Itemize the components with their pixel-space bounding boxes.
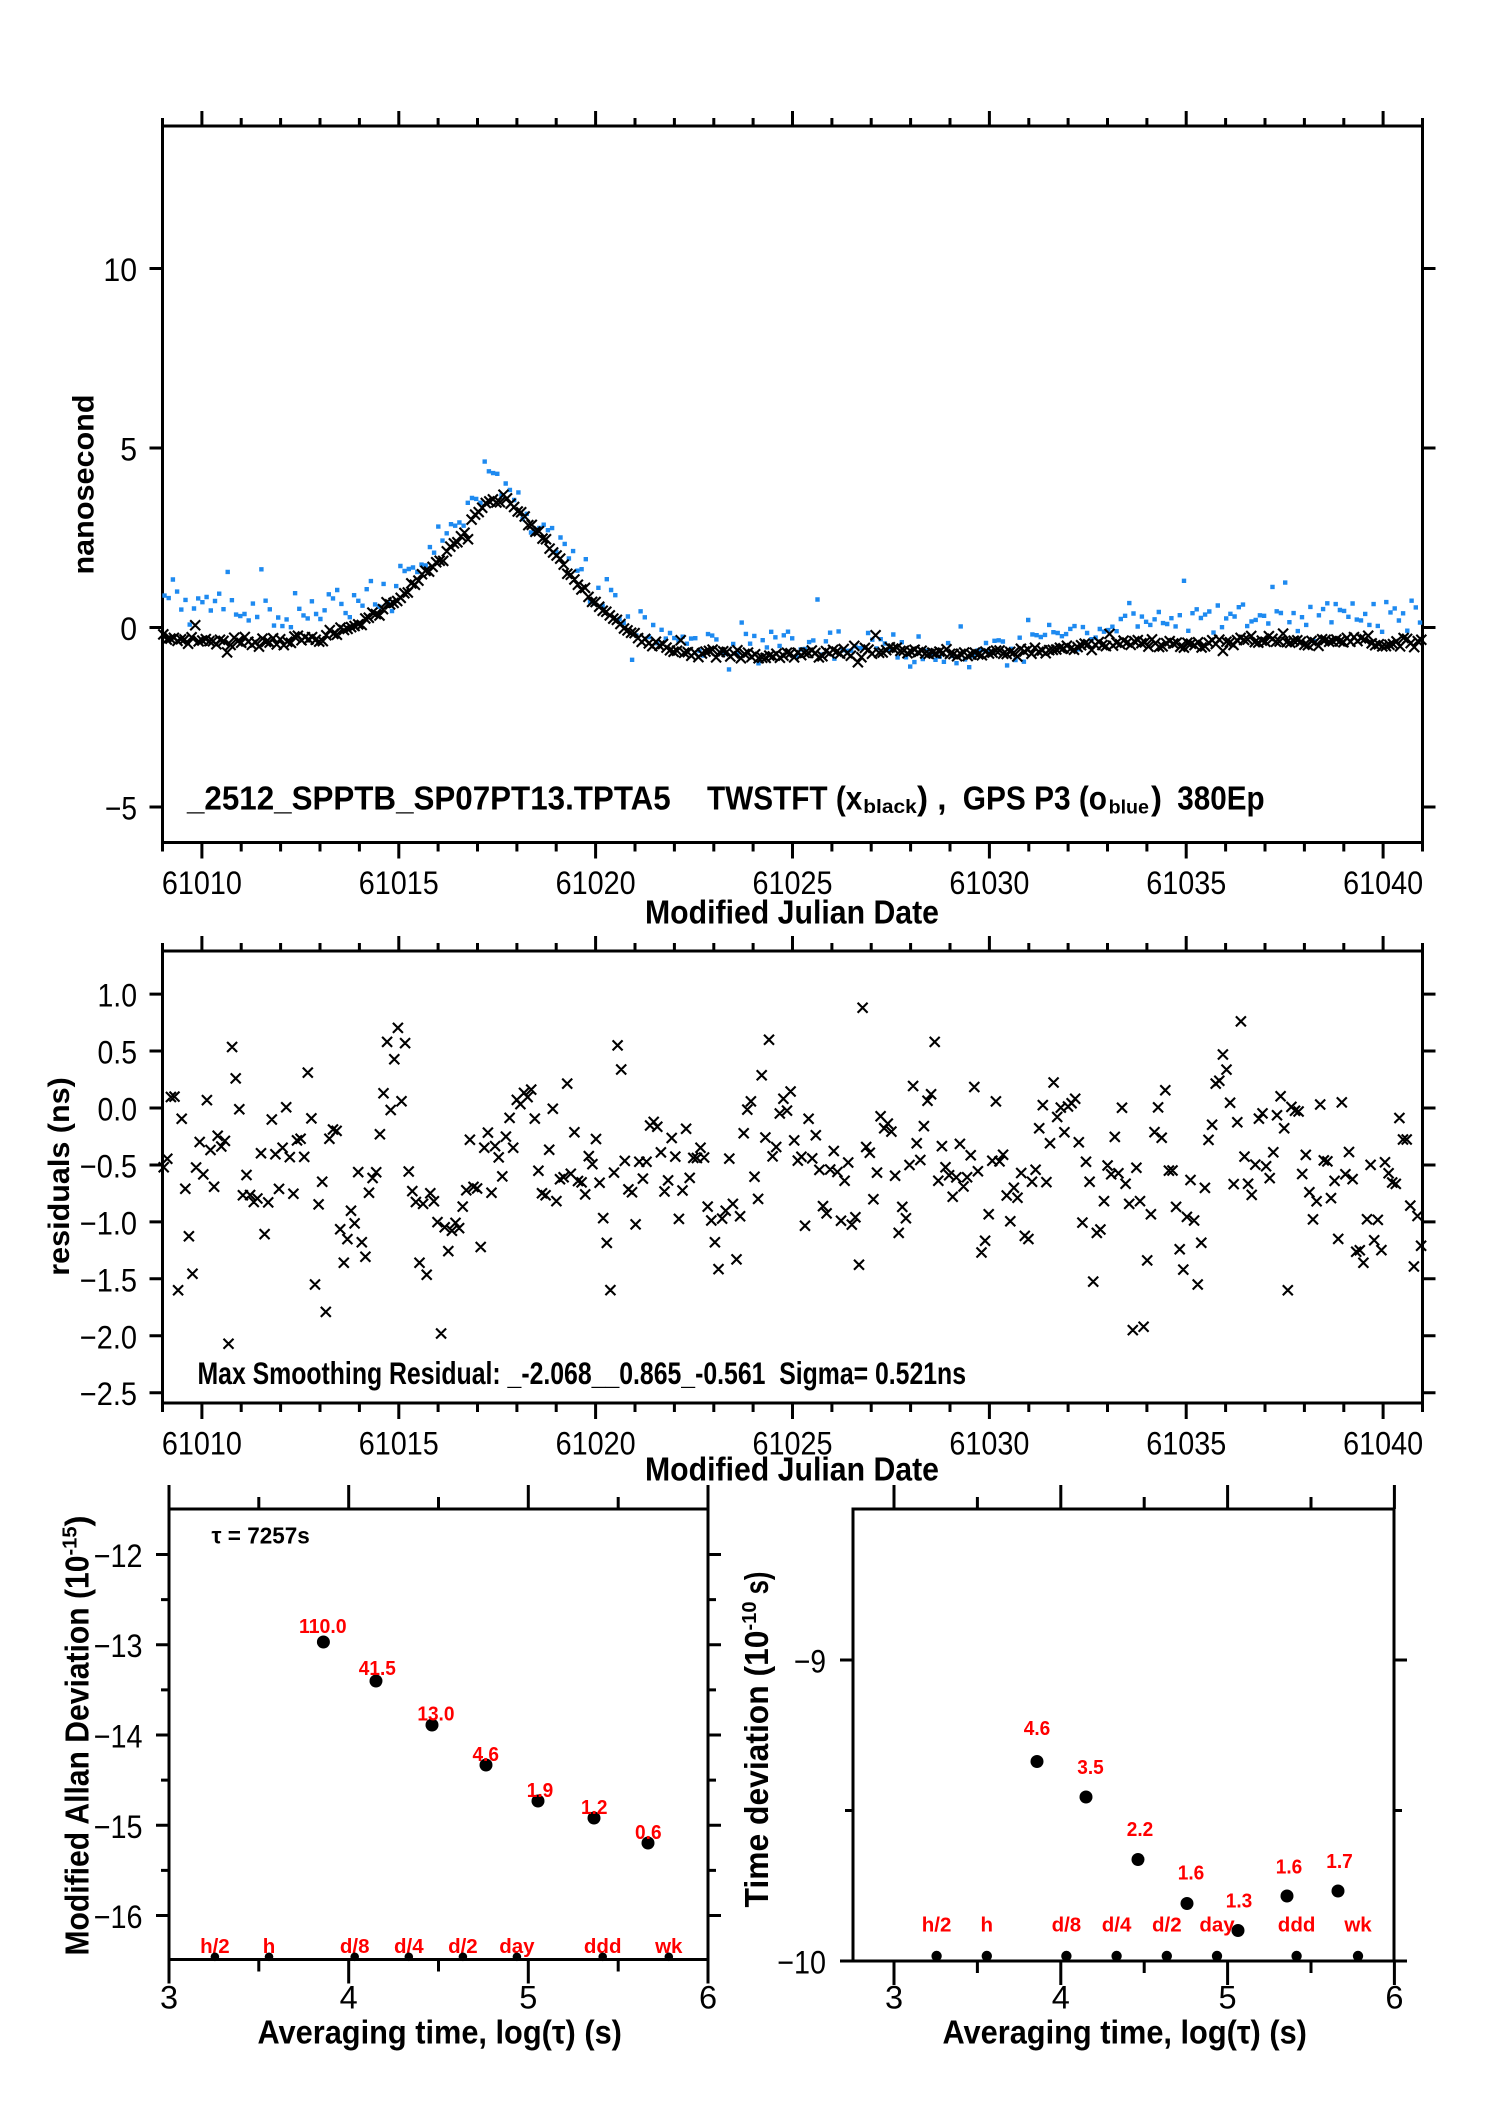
svg-text:Averaging time, log(τ) (s): Averaging time, log(τ) (s) bbox=[943, 2014, 1307, 2051]
svg-text:nanosecond: nanosecond bbox=[68, 395, 101, 575]
svg-text:61025: 61025 bbox=[753, 865, 833, 901]
svg-text:−12: −12 bbox=[94, 1538, 143, 1574]
svg-text:6: 6 bbox=[1385, 1980, 1403, 2016]
svg-text:d/4: d/4 bbox=[1102, 1914, 1132, 1937]
svg-text:ddd: ddd bbox=[1278, 1914, 1316, 1937]
svg-text:) ,: ) , bbox=[917, 780, 947, 817]
svg-text:61030: 61030 bbox=[949, 1426, 1029, 1462]
svg-text:wk: wk bbox=[1343, 1914, 1372, 1937]
svg-text:h/2: h/2 bbox=[200, 1935, 230, 1958]
svg-text:61015: 61015 bbox=[359, 1426, 439, 1462]
svg-text:1.3: 1.3 bbox=[1226, 1890, 1253, 1913]
svg-text:10: 10 bbox=[103, 252, 137, 288]
svg-text:1.6: 1.6 bbox=[1178, 1862, 1205, 1885]
svg-text:4.6: 4.6 bbox=[472, 1743, 499, 1766]
svg-text:Modified Julian Date: Modified Julian Date bbox=[645, 1450, 939, 1487]
svg-text:0.0: 0.0 bbox=[98, 1092, 138, 1128]
svg-text:−2.0: −2.0 bbox=[80, 1319, 137, 1355]
svg-text:61025: 61025 bbox=[753, 1426, 833, 1462]
svg-text:2.2: 2.2 bbox=[1127, 1818, 1154, 1841]
svg-text:61035: 61035 bbox=[1146, 865, 1226, 901]
svg-text:4.6: 4.6 bbox=[1024, 1717, 1051, 1740]
svg-text:61040: 61040 bbox=[1343, 865, 1423, 901]
svg-text:ddd: ddd bbox=[584, 1935, 622, 1958]
svg-text:61020: 61020 bbox=[556, 1426, 636, 1462]
svg-text:−5: −5 bbox=[105, 791, 137, 827]
svg-text:1.9: 1.9 bbox=[527, 1779, 554, 1802]
svg-text:−14: −14 bbox=[94, 1719, 143, 1755]
svg-text:0.5: 0.5 bbox=[98, 1035, 138, 1071]
svg-text:61015: 61015 bbox=[359, 865, 439, 901]
svg-text:61030: 61030 bbox=[949, 865, 1029, 901]
svg-text:Averaging time, log(τ) (s): Averaging time, log(τ) (s) bbox=[258, 2014, 622, 2051]
svg-text:Max Smoothing Residual: _-2.06: Max Smoothing Residual: _-2.068__0.865_-… bbox=[198, 1356, 967, 1391]
svg-text:Modified Allan Deviation (10-1: Modified Allan Deviation (10-15) bbox=[59, 1516, 96, 1956]
svg-text:d/8: d/8 bbox=[340, 1935, 370, 1958]
svg-text:−0.5: −0.5 bbox=[80, 1149, 137, 1185]
svg-text:): ) bbox=[1151, 780, 1162, 817]
svg-text:h/2: h/2 bbox=[922, 1914, 952, 1937]
svg-text:GPS P3 (o: GPS P3 (o bbox=[963, 780, 1107, 817]
svg-text:τ = 7257s: τ = 7257s bbox=[212, 1523, 310, 1549]
svg-text:h: h bbox=[981, 1914, 994, 1937]
svg-text:−2.5: −2.5 bbox=[80, 1376, 137, 1412]
svg-text:TWSTFT (x: TWSTFT (x bbox=[707, 780, 863, 817]
svg-text:110.0: 110.0 bbox=[299, 1615, 347, 1638]
svg-text:380Ep: 380Ep bbox=[1177, 780, 1264, 817]
svg-text:1.2: 1.2 bbox=[581, 1796, 608, 1819]
svg-text:−16: −16 bbox=[94, 1899, 143, 1935]
svg-text:13.0: 13.0 bbox=[417, 1702, 454, 1725]
svg-text:day: day bbox=[499, 1935, 535, 1958]
svg-text:Modified Julian Date: Modified Julian Date bbox=[645, 893, 939, 930]
svg-text:d/8: d/8 bbox=[1052, 1914, 1082, 1937]
svg-text:61035: 61035 bbox=[1146, 1426, 1226, 1462]
svg-text:d/4: d/4 bbox=[394, 1935, 424, 1958]
svg-text:−1.0: −1.0 bbox=[80, 1205, 137, 1241]
svg-text:61010: 61010 bbox=[162, 1426, 242, 1462]
svg-text:wk: wk bbox=[654, 1935, 683, 1958]
svg-text:−13: −13 bbox=[94, 1628, 143, 1664]
svg-text:_2512_SPPTB_SP07PT13.TPTA5: _2512_SPPTB_SP07PT13.TPTA5 bbox=[186, 780, 671, 817]
svg-text:1.6: 1.6 bbox=[1276, 1856, 1303, 1879]
svg-text:−15: −15 bbox=[94, 1809, 143, 1845]
svg-text:6: 6 bbox=[699, 1980, 717, 2016]
svg-text:61020: 61020 bbox=[556, 865, 636, 901]
svg-text:3: 3 bbox=[160, 1980, 178, 2016]
svg-text:3.5: 3.5 bbox=[1077, 1756, 1104, 1779]
svg-text:4: 4 bbox=[340, 1980, 358, 2016]
svg-text:0: 0 bbox=[120, 611, 137, 647]
svg-text:h: h bbox=[263, 1935, 276, 1958]
svg-text:5: 5 bbox=[1219, 1980, 1237, 2016]
svg-text:−9: −9 bbox=[794, 1644, 826, 1680]
svg-text:residuals (ns): residuals (ns) bbox=[43, 1077, 76, 1276]
svg-text:5: 5 bbox=[120, 432, 137, 468]
svg-text:Time deviation (10-10 s): Time deviation (10-10 s) bbox=[738, 1572, 775, 1908]
svg-text:41.5: 41.5 bbox=[359, 1657, 396, 1680]
svg-text:5: 5 bbox=[519, 1980, 537, 2016]
svg-text:−10: −10 bbox=[777, 1945, 826, 1981]
svg-text:day: day bbox=[1199, 1914, 1235, 1937]
svg-text:3: 3 bbox=[885, 1980, 903, 2016]
svg-text:d/2: d/2 bbox=[1152, 1914, 1182, 1937]
svg-text:0.6: 0.6 bbox=[635, 1821, 662, 1844]
svg-text:black: black bbox=[863, 796, 917, 818]
svg-text:4: 4 bbox=[1052, 1980, 1070, 2016]
svg-text:61010: 61010 bbox=[162, 865, 242, 901]
svg-text:−1.5: −1.5 bbox=[80, 1262, 137, 1298]
svg-text:61040: 61040 bbox=[1343, 1426, 1423, 1462]
svg-text:1.7: 1.7 bbox=[1326, 1850, 1353, 1873]
svg-text:blue: blue bbox=[1109, 797, 1150, 819]
svg-text:1.0: 1.0 bbox=[98, 978, 138, 1014]
svg-text:d/2: d/2 bbox=[448, 1935, 478, 1958]
